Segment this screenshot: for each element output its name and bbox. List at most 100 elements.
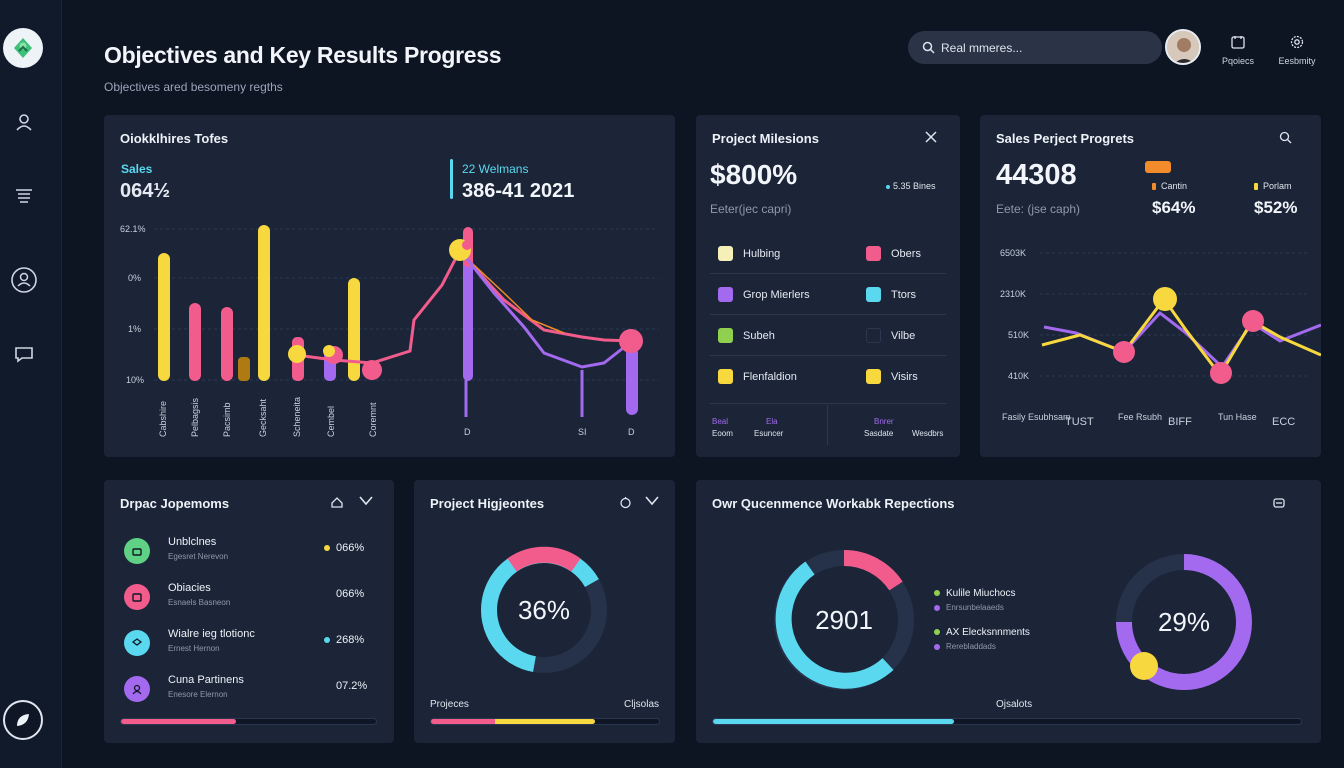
donut-center-value: 36%: [518, 595, 570, 625]
page-title: Objectives and Key Results Progress: [104, 42, 502, 68]
status-badge: [1145, 161, 1171, 173]
value-dot: [324, 637, 330, 644]
series-line-purple: [1043, 310, 1321, 370]
donut-segment-pink[interactable]: [507, 546, 581, 572]
legend-item: Flenfaldion: [718, 369, 797, 384]
app-logo[interactable]: [3, 28, 43, 68]
gear-icon: [1290, 35, 1304, 49]
list-item[interactable]: Cuna Partinens Enesore Elernon 07.2%: [124, 674, 379, 708]
status-icon: [124, 584, 150, 610]
badge-dot: [886, 184, 890, 189]
legend-item: AX Elecksnnments Rerebladdads: [934, 627, 1030, 651]
progress-fill: [121, 719, 236, 724]
footer-label: Ojsalots: [996, 699, 1033, 710]
user-icon: [16, 114, 32, 131]
legend-item: Ttors: [866, 287, 916, 302]
footer-label: Wesdbrs: [912, 429, 944, 438]
search-icon[interactable]: [1279, 131, 1292, 144]
data-point[interactable]: [323, 345, 335, 357]
project-objectives-card: Project Higjeontes 36% Projeces Cljsolas: [414, 480, 675, 743]
donut-chart: 36%: [481, 546, 607, 673]
progress-bar: [430, 718, 660, 725]
legend-sub: Rerebladdads: [946, 642, 996, 651]
status-icon: [124, 538, 150, 564]
item-name: Wialre ieg tlotionc: [168, 628, 255, 640]
projects-label: Pqoiecs: [1221, 56, 1255, 66]
y-tick: 510K: [1008, 330, 1029, 340]
y-tick: 410K: [1008, 371, 1029, 381]
card-title: Drpac Jopemoms: [120, 496, 230, 511]
x-tick: Cabshire: [158, 401, 168, 437]
share-icon[interactable]: [1272, 496, 1286, 510]
sidebar-item-settings[interactable]: [3, 700, 43, 740]
home-icon[interactable]: [330, 495, 344, 509]
legend-dot: [934, 590, 940, 597]
legend-swatch: [866, 287, 881, 302]
close-icon[interactable]: [925, 131, 937, 143]
divider: [710, 273, 946, 274]
x-tick: Gecksaht: [258, 398, 268, 437]
data-point[interactable]: [1210, 362, 1232, 384]
legend-item: Kulile Miuchocs Enrsunbelaaeds: [934, 588, 1015, 612]
metric-label: 22 Welmans: [462, 162, 529, 176]
data-point[interactable]: [288, 345, 306, 363]
group-icon: [132, 684, 142, 695]
x-tick: TUST: [1065, 416, 1094, 428]
list-item[interactable]: Unblclnes Egesret Nerevon 066%: [124, 536, 379, 570]
sales-subtext: Eete: (jse caph): [996, 202, 1081, 216]
data-point[interactable]: [1153, 287, 1177, 311]
item-value: 066%: [324, 542, 364, 554]
refresh-icon[interactable]: [619, 496, 632, 509]
donut-marker[interactable]: [1130, 652, 1158, 680]
item-sub: Ernest Hernon: [168, 644, 220, 653]
search-input[interactable]: [941, 40, 1141, 55]
item-sub: Enesore Elernon: [168, 690, 228, 699]
data-point[interactable]: [619, 329, 643, 353]
legend-swatch: [718, 287, 733, 302]
x-tick: BIFF: [1168, 416, 1192, 428]
sidebar-item-profile[interactable]: [10, 266, 38, 294]
search-bar[interactable]: [908, 31, 1162, 64]
data-point[interactable]: [362, 360, 382, 380]
sidebar-item-list[interactable]: [10, 182, 38, 210]
value-text: 268%: [336, 634, 365, 646]
legend-label: Obers: [891, 247, 921, 260]
chevron-down-icon[interactable]: [358, 495, 374, 507]
x-tick: Fee Rsubh: [1118, 412, 1162, 422]
data-point[interactable]: [1113, 341, 1135, 363]
settings-label: Eesbmity: [1278, 56, 1316, 66]
bar: [258, 225, 270, 381]
y-tick: 1%: [128, 324, 141, 334]
donut-segment-pink[interactable]: [843, 549, 903, 591]
legend-swatch: [718, 328, 733, 343]
milestones-card: Project Milesions $800% 5.35 Bines Eeter…: [696, 115, 960, 457]
donut-chart: 29%: [1116, 554, 1252, 690]
milestone-subtext: Eeter(jec capri): [710, 202, 792, 216]
donut-center-value: 2901: [815, 605, 873, 635]
x-tick: Fasily Esubhsam: [1002, 412, 1071, 422]
x-axis-labels: Cabshire Pelbagsis Pacsimb Gecksaht Sche…: [158, 397, 635, 437]
list-item[interactable]: Obiacies Esnaels Basneon 066%: [124, 582, 379, 616]
avatar[interactable]: [1165, 29, 1201, 65]
x-tick: D: [628, 427, 635, 437]
workstream-card: Owr Qucenmence Workabk Repections 2901 K…: [696, 480, 1321, 743]
data-point[interactable]: [1242, 310, 1264, 332]
y-tick: 10%: [126, 375, 144, 385]
briefcase-icon: [132, 548, 142, 556]
value-text: 066%: [336, 542, 365, 554]
y-tick: 62.1%: [120, 224, 146, 234]
list-item[interactable]: Wialre ieg tlotionc Ernest Hernon 268%: [124, 628, 379, 662]
footer-label: Sasdate: [864, 429, 894, 438]
chevron-down-icon[interactable]: [644, 495, 660, 507]
sidebar: [0, 0, 62, 768]
donut-segment-cyan[interactable]: [775, 561, 894, 689]
card-title: Oiokklhires Tofes: [120, 131, 229, 146]
projects-button[interactable]: Pqoiecs: [1213, 34, 1263, 66]
sidebar-item-messages[interactable]: [10, 340, 38, 368]
stat-value: $52%: [1254, 198, 1298, 217]
sidebar-item-users[interactable]: [10, 108, 38, 136]
x-tick: Cembel: [326, 406, 336, 437]
data-point[interactable]: [462, 240, 472, 250]
legend-item: Vilbe: [866, 328, 915, 343]
settings-button[interactable]: Eesbmity: [1272, 34, 1322, 66]
